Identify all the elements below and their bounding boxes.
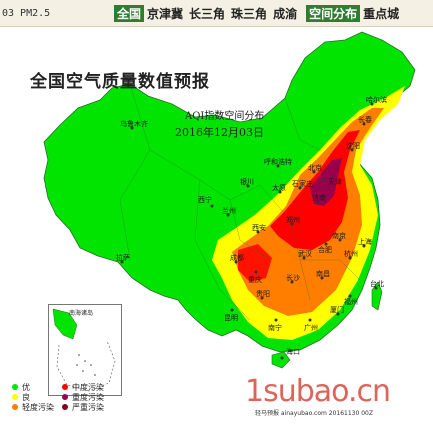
medium-pollution-zone-sw bbox=[238, 244, 272, 282]
map-subtitle: AQI指数空间分布 bbox=[185, 111, 265, 122]
tab-chengyu[interactable]: 成渝 bbox=[273, 6, 298, 21]
tab-yangtze-delta[interactable]: 长三角 bbox=[189, 6, 226, 21]
svg-text:南昌: 南昌 bbox=[316, 269, 330, 278]
legend-dot-icon bbox=[62, 384, 68, 390]
svg-text:厦门: 厦门 bbox=[330, 305, 344, 314]
svg-text:拉萨: 拉萨 bbox=[116, 253, 130, 262]
svg-text:广州: 广州 bbox=[304, 323, 318, 332]
svg-text:哈尔滨: 哈尔滨 bbox=[366, 95, 387, 104]
legend-dot-icon bbox=[12, 404, 18, 410]
map-title: 全国空气质量数值预报 bbox=[30, 72, 210, 92]
aqi-map-panel: 乌鲁木齐 兰州 西宁 拉萨 西安 成都 重庆 昆明 贵阳 长沙 南宁 广州 海口… bbox=[0, 27, 433, 432]
legend-item-light: 轻度污染 bbox=[12, 402, 62, 413]
svg-text:长春: 长春 bbox=[358, 115, 372, 124]
svg-text:南宁: 南宁 bbox=[268, 323, 282, 332]
heavy-pollution-zone bbox=[310, 158, 342, 206]
svg-text:郑州: 郑州 bbox=[286, 216, 300, 224]
tab-pearl-delta[interactable]: 珠三角 bbox=[231, 6, 268, 21]
tab-national[interactable]: 全国 bbox=[114, 4, 145, 22]
svg-text:北京: 北京 bbox=[308, 163, 322, 172]
tab-jingjinji[interactable]: 京津冀 bbox=[147, 6, 184, 21]
top-navigation-bar: 03 PM2.5 全国 京津冀 长三角 珠三角 成渝 空间分布 重点城 bbox=[0, 0, 433, 27]
svg-text:长沙: 长沙 bbox=[286, 273, 300, 282]
legend-item-heavy: 重度污染 bbox=[62, 392, 112, 403]
legend-item-moderate: 良 bbox=[12, 392, 62, 403]
legend-dot-icon bbox=[12, 394, 18, 400]
tab-key-cities[interactable]: 重点城 bbox=[363, 6, 400, 21]
inset-label: 南海诸岛 bbox=[69, 309, 93, 317]
map-date: 2016年12月03日 bbox=[175, 126, 264, 139]
svg-text:南京: 南京 bbox=[332, 231, 346, 240]
svg-text:合肥: 合肥 bbox=[318, 245, 332, 254]
province-boundaries bbox=[119, 83, 361, 321]
china-aqi-map: 乌鲁木齐 兰州 西宁 拉萨 西安 成都 重庆 昆明 贵阳 长沙 南宁 广州 海口… bbox=[43, 31, 416, 369]
legend-item-medium: 中度污染 bbox=[62, 382, 112, 393]
south-china-sea-inset: 南海诸岛 bbox=[48, 304, 122, 396]
svg-text:西安: 西安 bbox=[252, 223, 266, 232]
svg-text:太原: 太原 bbox=[272, 183, 286, 192]
legend-dot-icon bbox=[62, 404, 68, 410]
city-markers: 乌鲁木齐 兰州 西宁 拉萨 西安 成都 重庆 昆明 贵阳 长沙 南宁 广州 海口… bbox=[116, 95, 387, 360]
pollutant-code: 03 PM2.5 bbox=[2, 7, 51, 19]
aqi-legend: 优 中度污染 良 重度污染 轻度污染 严重污染 bbox=[12, 382, 112, 412]
svg-text:杭州: 杭州 bbox=[344, 249, 358, 258]
legend-dot-icon bbox=[12, 384, 18, 390]
taiwan-island bbox=[371, 281, 383, 311]
svg-text:呼和浩特: 呼和浩特 bbox=[264, 157, 292, 166]
svg-text:石家庄: 石家庄 bbox=[292, 179, 313, 188]
svg-text:济南: 济南 bbox=[312, 193, 326, 202]
svg-text:乌鲁木齐: 乌鲁木齐 bbox=[120, 119, 148, 128]
hainan-island bbox=[271, 351, 291, 369]
svg-text:重庆: 重庆 bbox=[248, 275, 262, 284]
svg-text:上海: 上海 bbox=[358, 237, 372, 246]
svg-text:昆明: 昆明 bbox=[224, 314, 238, 322]
tab-spatial-distribution[interactable]: 空间分布 bbox=[306, 4, 361, 22]
svg-text:天津: 天津 bbox=[328, 178, 342, 186]
legend-item-severe: 严重污染 bbox=[62, 402, 112, 413]
map-footer: 轻马预报 ainayubao.com 20161130 00Z bbox=[255, 410, 373, 417]
legend-item-good: 优 bbox=[12, 382, 62, 393]
svg-text:福州: 福州 bbox=[344, 297, 358, 306]
svg-text:沈阳: 沈阳 bbox=[346, 141, 360, 150]
legend-dot-icon bbox=[62, 394, 68, 400]
south-sea-islands-map: 南海诸岛 bbox=[52, 308, 116, 392]
svg-text:西宁: 西宁 bbox=[198, 195, 212, 204]
svg-text:贵阳: 贵阳 bbox=[256, 289, 270, 298]
svg-text:海口: 海口 bbox=[286, 347, 300, 356]
svg-text:成都: 成都 bbox=[230, 253, 244, 262]
site-watermark: 1subao.cn bbox=[245, 374, 391, 409]
svg-text:武汉: 武汉 bbox=[298, 249, 312, 258]
svg-text:台北: 台北 bbox=[370, 279, 384, 288]
svg-text:银川: 银川 bbox=[240, 177, 254, 186]
svg-text:兰州: 兰州 bbox=[222, 206, 236, 215]
